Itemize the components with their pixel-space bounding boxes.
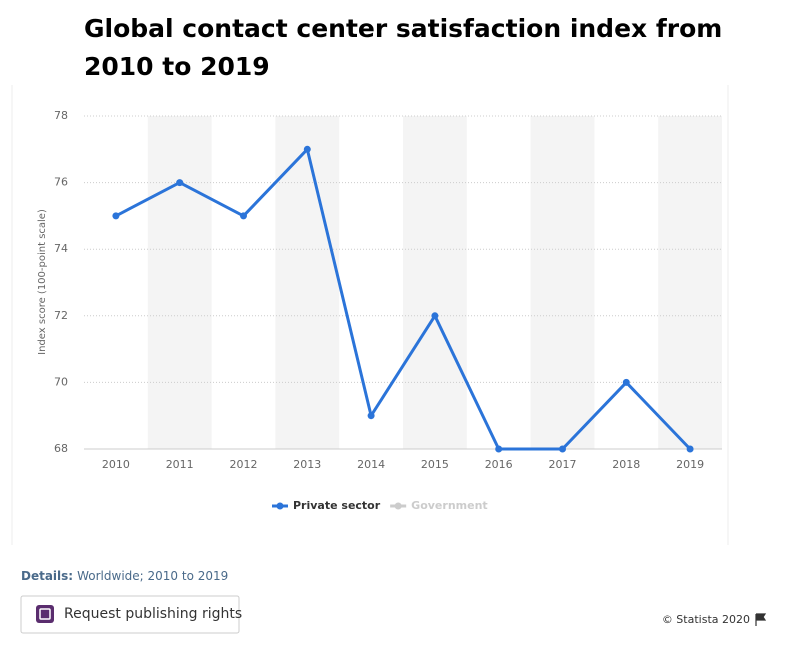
x-tick-label: 2014 [357,458,385,471]
button-icon-inner [39,608,51,620]
data-point [495,445,503,453]
band-shade [403,116,467,449]
legend-marker [394,502,402,510]
x-tick-label: 2011 [166,458,194,471]
data-point [686,445,694,453]
x-tick-label: 2012 [230,458,258,471]
y-axis-label: Index score (100-point scale) [37,209,48,355]
y-tick-label: 72 [54,309,68,322]
band-shade [658,116,722,449]
y-tick-label: 70 [54,375,68,388]
x-tick-label: 2016 [485,458,513,471]
details: Details: Worldwide; 2010 to 2019 [21,569,228,583]
band-shade [147,116,212,449]
legend-label[interactable]: Government [411,499,487,512]
copyright: © Statista 2020 [662,613,750,626]
x-tick-label: 2010 [102,458,130,471]
band-shade [530,116,595,449]
data-point [431,312,439,320]
x-tick-label: 2013 [293,458,321,471]
legend-label[interactable]: Private sector [293,499,381,512]
x-tick-label: 2018 [612,458,640,471]
data-point [112,212,120,220]
data-point [622,378,630,386]
y-tick-label: 76 [54,176,68,189]
series-line [115,147,692,451]
button-label: Request publishing rights [64,606,242,622]
y-tick-label: 74 [54,242,68,255]
y-tick-label: 68 [54,442,68,455]
band-shade [275,116,340,449]
data-point [176,179,184,187]
x-tick-label: 2015 [421,458,449,471]
button-icon [36,605,54,623]
legend-marker [276,502,284,510]
x-tick-label: 2017 [549,458,577,471]
flag-icon [755,613,767,626]
data-point [559,445,566,453]
chart-title: Global contact center satisfaction index… [84,14,723,81]
data-point [240,212,247,220]
data-point [303,145,311,153]
y-tick-label: 78 [54,109,68,122]
details-label: Details: [21,569,73,583]
publish-button[interactable] [20,595,240,634]
details-text: Worldwide; 2010 to 2019 [77,569,228,583]
data-point [367,412,375,420]
x-tick-label: 2019 [676,458,704,471]
